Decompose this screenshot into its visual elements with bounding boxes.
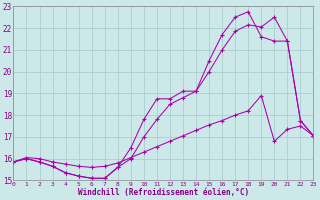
X-axis label: Windchill (Refroidissement éolien,°C): Windchill (Refroidissement éolien,°C) bbox=[78, 188, 249, 197]
